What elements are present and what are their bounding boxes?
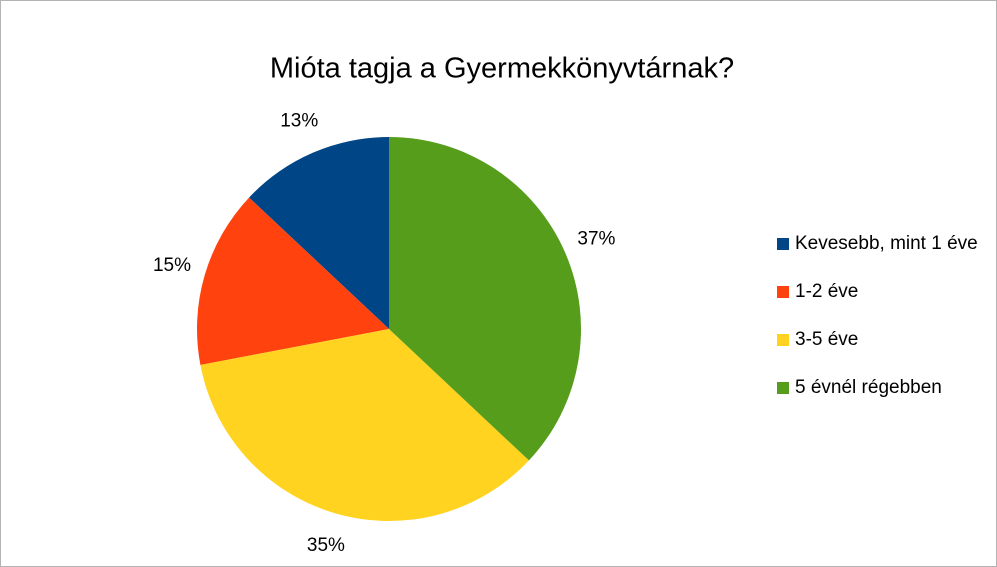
legend-item: 1-2 éve xyxy=(777,280,990,304)
legend-swatch xyxy=(777,334,789,346)
legend-label: 5 évnél régebben xyxy=(795,377,942,398)
legend-item: Kevesebb, mint 1 éve xyxy=(777,232,990,256)
legend-swatch xyxy=(777,238,789,250)
legend-swatch xyxy=(777,286,789,298)
data-label: 35% xyxy=(307,535,345,556)
data-label: 13% xyxy=(280,111,318,132)
data-label: 37% xyxy=(577,228,615,249)
legend-swatch xyxy=(777,382,789,394)
pie-slice xyxy=(200,329,529,522)
chart-title: Mióta tagja a Gyermekkönyvtárnak? xyxy=(270,53,734,85)
legend-item: 3-5 éve xyxy=(777,328,990,352)
legend-label: Kevesebb, mint 1 éve xyxy=(795,233,978,254)
pie-slice xyxy=(197,197,389,365)
legend-item: 5 évnél régebben xyxy=(777,376,990,400)
data-label: 15% xyxy=(153,255,191,276)
pie-slice xyxy=(389,137,582,461)
legend-label: 3-5 éve xyxy=(795,329,859,350)
legend: Kevesebb, mint 1 éve 1-2 éve 3-5 éve 5 évné… xyxy=(777,232,992,424)
pie-slice xyxy=(249,137,389,329)
legend-label: 1-2 éve xyxy=(795,281,859,302)
